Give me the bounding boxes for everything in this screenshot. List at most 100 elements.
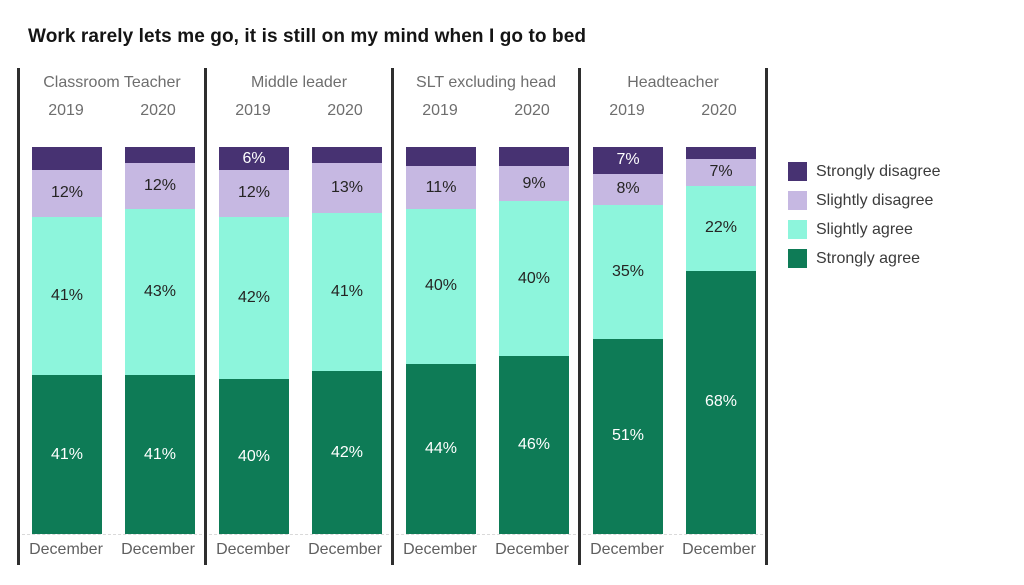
bar-segment-strongly-agree[interactable]: 40% [219,379,289,534]
month-label: December [682,541,756,558]
bar-column-2019[interactable]: 40% 42% 12% 6% [219,147,289,534]
legend-item-strongly-disagree[interactable]: Strongly disagree [788,157,941,186]
legend-label: Slightly disagree [816,191,934,209]
year-label: 2020 [514,102,550,119]
year-label: 2019 [422,102,458,119]
bar-segment-strongly-disagree[interactable] [32,147,102,171]
bar-column-2020[interactable]: 68% 22% 7% [686,147,756,534]
percent-label: 42% [330,443,364,461]
legend-item-strongly-agree[interactable]: Strongly agree [788,244,941,273]
percent-label: 40% [237,447,271,465]
bar-segment-slightly-agree[interactable]: 42% [219,216,289,380]
bar-segment-strongly-disagree[interactable] [499,147,569,167]
percent-label: 13% [330,178,364,196]
group-title: Middle leader [250,74,348,91]
month-axis-row: December December [394,541,578,559]
percent-label: 42% [237,288,271,306]
percent-label: 22% [704,219,738,237]
percent-label: 68% [704,393,738,411]
bar-column-2020[interactable]: 41% 43% 12% [125,147,195,534]
percent-label: 9% [522,174,546,192]
bar-segment-strongly-agree[interactable]: 44% [406,363,476,534]
bar-segment-strongly-agree[interactable]: 68% [686,270,756,534]
group-divider [391,68,394,565]
month-label: December [121,541,195,558]
role-group-classroom-teacher: Classroom Teacher 2019 2020 41% 41% 12% 41% 43%… [20,68,204,565]
percent-label: 46% [517,435,551,453]
legend-label: Slightly agree [816,220,913,238]
bar-column-2019[interactable]: 44% 40% 11% [406,147,476,534]
group-title: SLT excluding head [416,74,556,91]
bar-segment-strongly-agree[interactable]: 42% [312,371,382,534]
legend-item-slightly-agree[interactable]: Slightly agree [788,215,941,244]
bar-segment-slightly-agree[interactable]: 43% [125,208,195,376]
percent-label: 7% [709,163,733,181]
year-axis-row: 2019 2020 [20,102,204,120]
legend-label: Strongly agree [816,249,921,267]
percent-label: 11% [425,178,457,196]
bar-segment-slightly-disagree[interactable]: 7% [686,158,756,186]
bar-segment-slightly-agree[interactable]: 35% [593,204,663,339]
x-axis-line [396,534,576,535]
bar-segment-strongly-agree[interactable]: 41% [32,375,102,534]
bar-segment-strongly-agree[interactable]: 51% [593,338,663,534]
bar-column-2020[interactable]: 46% 40% 9% [499,147,569,534]
bar-segment-strongly-disagree[interactable] [686,147,756,159]
legend-item-slightly-disagree[interactable]: Slightly disagree [788,186,941,215]
group-title: Classroom Teacher [43,74,181,91]
percent-label: 40% [517,269,551,287]
year-label: 2020 [140,102,176,119]
bar-column-2019[interactable]: 51% 35% 8% 7% [593,147,663,534]
percent-label: 12% [50,184,84,202]
year-label: 2020 [327,102,363,119]
bar-segment-slightly-agree[interactable]: 41% [312,212,382,372]
bar-segment-slightly-disagree[interactable]: 9% [499,166,569,202]
role-group-headteacher: Headteacher 2019 2020 51% 35% 8% 7% 68% 22% 7% Dec… [581,68,765,565]
bar-segment-strongly-disagree[interactable] [406,147,476,167]
percent-label: 41% [50,287,84,305]
group-divider [204,68,207,565]
percent-label: 41% [50,445,84,463]
x-axis-line [209,534,389,535]
month-label: December [495,541,569,558]
month-axis-row: December December [581,541,765,559]
x-axis-line [583,534,763,535]
year-label: 2019 [609,102,645,119]
bar-segment-slightly-disagree[interactable]: 11% [406,166,476,209]
bar-segment-strongly-disagree[interactable]: 6% [219,147,289,171]
bar-segment-slightly-disagree[interactable]: 12% [125,162,195,209]
group-divider [578,68,581,565]
bar-column-2020[interactable]: 42% 41% 13% [312,147,382,534]
bar-segment-slightly-disagree[interactable]: 8% [593,173,663,205]
percent-label: 12% [237,184,271,202]
legend-swatch-icon [788,162,807,181]
bar-segment-strongly-disagree[interactable] [125,147,195,163]
bar-segment-slightly-agree[interactable]: 40% [406,208,476,364]
x-axis-line [22,534,202,535]
percent-label: 7% [616,151,640,169]
bar-segment-slightly-disagree[interactable]: 12% [32,170,102,217]
year-axis-row: 2019 2020 [581,102,765,120]
bar-column-2019[interactable]: 41% 41% 12% [32,147,102,534]
legend: Strongly disagree Slightly disagree Slight… [788,157,941,273]
percent-label: 8% [616,180,640,198]
bars-row: 41% 41% 12% 41% 43% 12% [20,147,204,534]
percent-label: 41% [143,445,177,463]
bar-segment-strongly-agree[interactable]: 46% [499,355,569,534]
month-axis-row: December December [207,541,391,559]
bar-segment-slightly-disagree[interactable]: 12% [219,170,289,217]
bar-segment-slightly-agree[interactable]: 41% [32,216,102,376]
bar-segment-slightly-agree[interactable]: 40% [499,201,569,356]
bar-segment-strongly-agree[interactable]: 41% [125,375,195,534]
bar-segment-strongly-disagree[interactable]: 7% [593,147,663,174]
percent-label: 6% [242,149,266,167]
legend-label: Strongly disagree [816,162,941,180]
group-divider [765,68,768,565]
year-axis-row: 2019 2020 [394,102,578,120]
year-label: 2019 [235,102,271,119]
bar-segment-slightly-disagree[interactable]: 13% [312,162,382,213]
percent-label: 12% [143,176,177,194]
bar-segment-strongly-disagree[interactable] [312,147,382,163]
legend-swatch-icon [788,220,807,239]
bar-segment-slightly-agree[interactable]: 22% [686,185,756,271]
